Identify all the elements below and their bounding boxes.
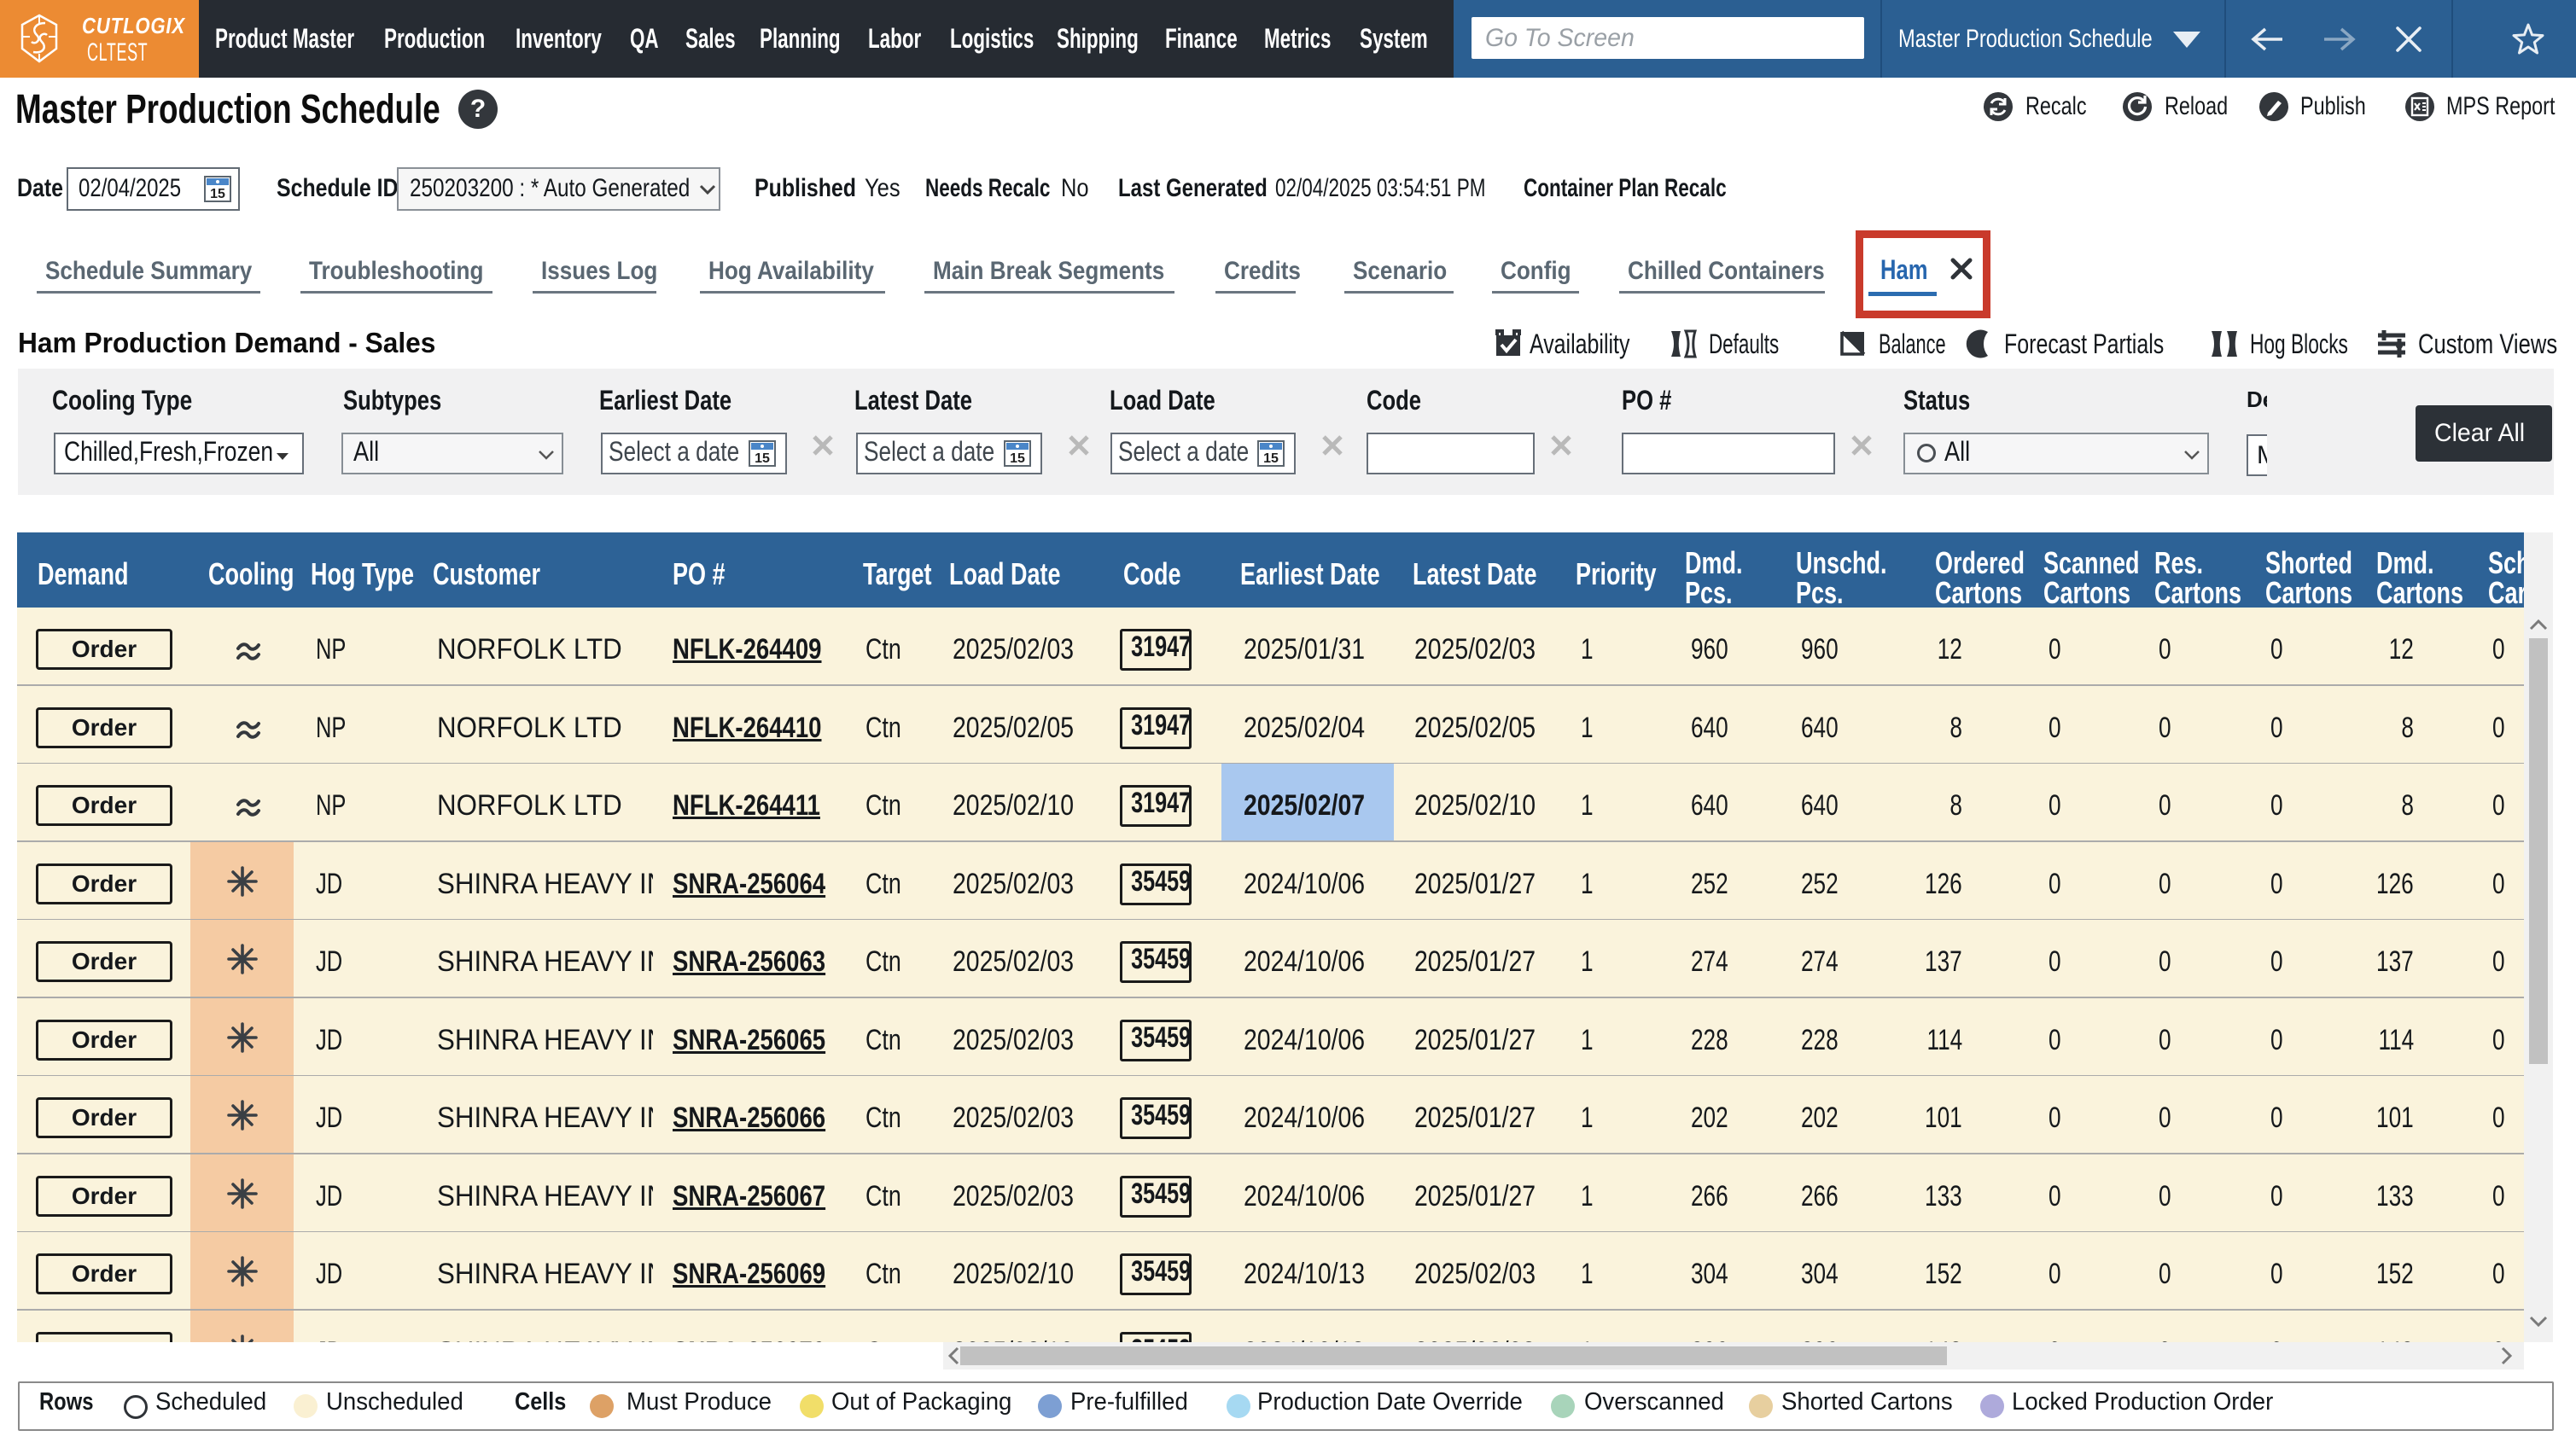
svg-text:15: 15	[1010, 451, 1025, 466]
svg-text:15: 15	[1263, 451, 1279, 466]
svg-text:15: 15	[755, 451, 770, 466]
svg-text:15: 15	[210, 187, 225, 201]
